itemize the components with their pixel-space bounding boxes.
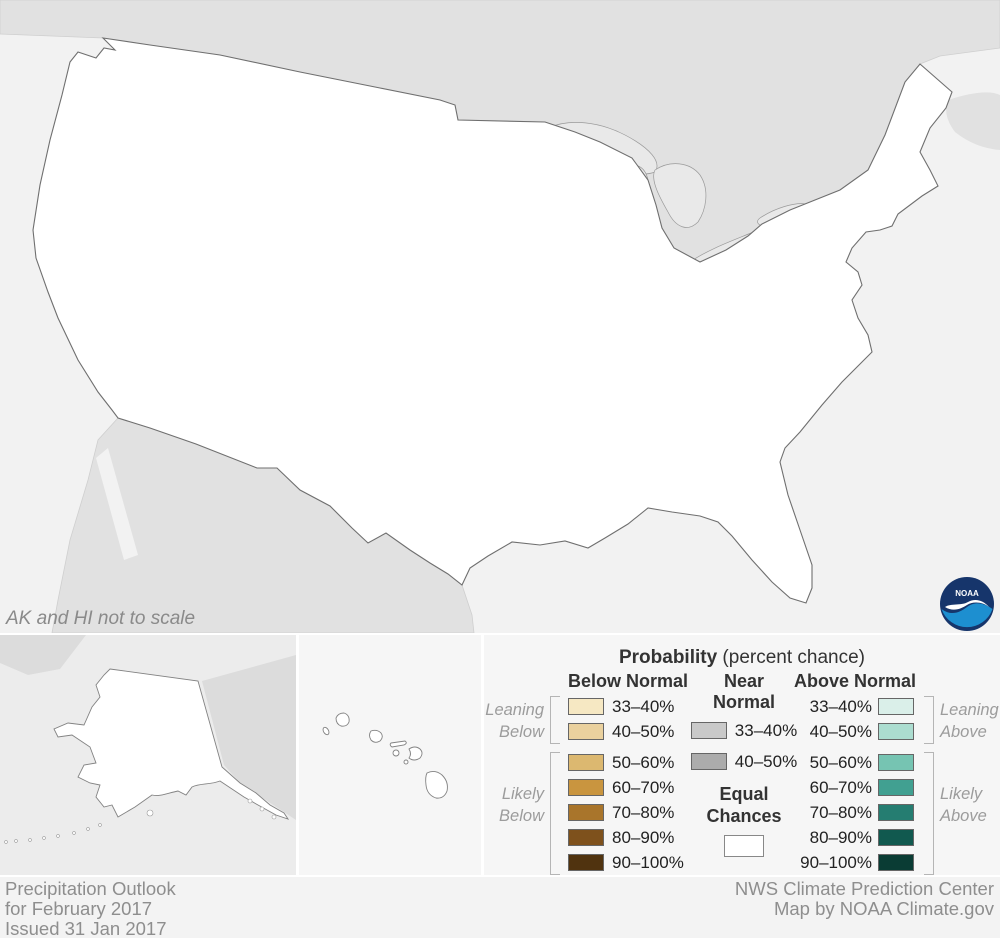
legend-title-suffix: (percent chance) [717, 647, 866, 668]
alaska-canada-land [202, 655, 296, 820]
swatch-above-80-90 [878, 829, 914, 846]
label-leaning-below: Leaning Below [485, 701, 544, 741]
legend-row: 90–100% [794, 853, 916, 872]
legend-row: 33–40% [568, 697, 688, 716]
label-leaning-above: Leaning Above [940, 701, 999, 741]
legend-panel: Probability (percent chance) Leaning Belo… [484, 635, 1000, 875]
legend-row: 60–70% [794, 778, 916, 797]
us-precipitation-map [0, 0, 1000, 633]
legend-row: 50–60% [568, 753, 688, 772]
swatch-above-90-100 [878, 854, 914, 871]
conus-map-panel: AK and HI not to scale NOAA [0, 0, 1000, 633]
legend-column-below-normal: Below Normal 33–40% 40–50% 50–60% 60–70%… [568, 671, 688, 875]
footer-credit-block: NWS Climate Prediction Center Map by NOA… [735, 879, 994, 919]
map-note: AK and HI not to scale [6, 608, 196, 629]
island-kauai [335, 712, 350, 727]
noaa-logo-text: NOAA [955, 589, 979, 598]
legend-row: 40–50% [568, 722, 688, 741]
inset-and-legend-row: Probability (percent chance) Leaning Belo… [0, 635, 1000, 875]
legend-row: 80–90% [794, 828, 916, 847]
noaa-logo-sea [941, 603, 993, 628]
swatch-above-50-60 [878, 754, 914, 771]
noaa-logo-gull [945, 599, 989, 610]
above-normal-header: Above Normal [794, 671, 917, 691]
label-likely-above: Likely Above [940, 785, 987, 825]
swatch-above-60-70 [878, 779, 914, 796]
alaska-landmass [53, 668, 290, 820]
legend-column-above-normal: Above Normal 33–40% 40–50% 50–60% 60–70%… [794, 671, 916, 875]
bracket-leaning-below [550, 696, 560, 744]
label-likely-below: Likely Below [499, 785, 544, 825]
island-lanai [392, 749, 400, 757]
footer-credit2: Map by NOAA Climate.gov [773, 898, 994, 919]
swatch-below-60-70 [568, 779, 604, 796]
legend-row: 80–90% [568, 828, 688, 847]
footer-title-block: Precipitation Outlook for February 2017 … [5, 879, 176, 938]
legend-title: Probability (percent chance) [484, 647, 1000, 669]
legend-row: 33–40% [794, 697, 916, 716]
swatch-below-90-100 [568, 854, 604, 871]
alaska-map [0, 635, 296, 875]
legend-row: 60–70% [568, 778, 688, 797]
footer-credit1: NWS Climate Prediction Center [734, 878, 994, 899]
legend-title-bold: Probability [618, 647, 718, 668]
swatch-near-33-40 [690, 722, 727, 739]
swatch-near-40-50 [690, 753, 727, 770]
swatch-above-70-80 [878, 804, 914, 821]
swatch-equal-chances [724, 835, 764, 857]
hawaii-islands [322, 712, 448, 799]
hawaii-ocean [299, 635, 481, 875]
hawaii-inset [299, 635, 481, 875]
legend-row: 70–80% [794, 803, 916, 822]
island-oahu [369, 729, 383, 743]
island-kahoolawe [403, 759, 409, 765]
swatch-below-70-80 [568, 804, 604, 821]
alaska-russia-land [0, 635, 86, 675]
legend-row: 90–100% [568, 853, 688, 872]
equal-chances-label: Equal Chances [706, 784, 782, 826]
legend-row: 33–40% [684, 721, 804, 740]
legend-row: 50–60% [794, 753, 916, 772]
bracket-likely-above [924, 752, 934, 875]
swatch-above-33-40 [878, 698, 914, 715]
island-niihau [322, 726, 330, 736]
noaa-logo: NOAA [940, 577, 994, 631]
near-normal-header-line2: Normal [712, 692, 775, 712]
legend-row: 70–80% [568, 803, 688, 822]
gulf-of-california [96, 448, 138, 560]
swatch-below-50-60 [568, 754, 604, 771]
island-maui [408, 746, 423, 761]
island-molokai [389, 740, 407, 748]
legend-column-near-normal: Near Normal 33–40% 40–50% Equal Chances [684, 671, 804, 857]
legend-row: 40–50% [794, 722, 916, 741]
swatch-below-80-90 [568, 829, 604, 846]
aleutian-islands [4, 798, 277, 844]
legend-row: 40–50% [684, 752, 804, 771]
footer: Precipitation Outlook for February 2017 … [0, 877, 1000, 938]
canada-maritimes [946, 92, 1000, 150]
near-normal-header-line1: Near [723, 671, 765, 691]
swatch-above-40-50 [878, 723, 914, 740]
hawaii-map [299, 635, 481, 875]
bracket-likely-below [550, 752, 560, 875]
lake-huron [653, 163, 707, 228]
footer-line2: for February 2017 [5, 898, 153, 919]
below-normal-header: Below Normal [568, 671, 689, 691]
bracket-leaning-above [924, 696, 934, 744]
swatch-below-40-50 [568, 723, 604, 740]
footer-line1: Precipitation Outlook [5, 878, 176, 899]
footer-line3: Issued 31 Jan 2017 [5, 918, 167, 938]
swatch-below-33-40 [568, 698, 604, 715]
alaska-inset [0, 635, 296, 875]
island-hawaii [425, 770, 448, 799]
